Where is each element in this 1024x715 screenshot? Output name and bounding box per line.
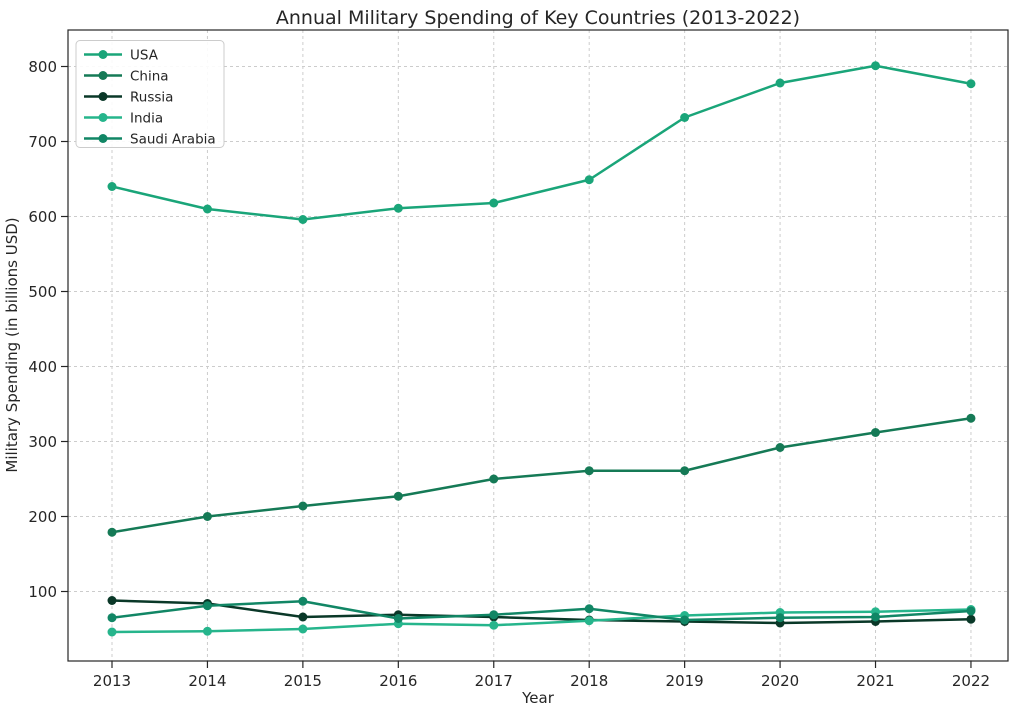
legend-items: USA China Russia India Saudi Arabia: [84, 47, 216, 147]
x-tick-label-2022: 2022: [952, 672, 990, 690]
series-point-russia-2022: [966, 614, 976, 624]
series-point-usa-2022: [966, 79, 976, 89]
series-line-india: [110, 608, 973, 634]
series-point-china-2018: [584, 466, 594, 476]
series-point-china-2020: [775, 443, 785, 452]
series-point-usa-2014: [202, 204, 212, 214]
series-point-usa-2015: [298, 215, 308, 224]
series-point-india-2015: [298, 624, 308, 634]
series-line-saudi-arabia: [110, 600, 973, 622]
y-tick-label-400: 400: [28, 358, 57, 376]
series-point-usa-2013: [107, 182, 117, 191]
x-tick-label-2017: 2017: [475, 672, 513, 690]
series-point-saudi-arabia-2020: [775, 613, 785, 623]
x-tick-label-2021: 2021: [856, 672, 894, 690]
series-point-saudi-arabia-2021: [871, 612, 881, 622]
x-tick-label-2013: 2013: [93, 672, 131, 690]
y-tick-label-200: 200: [28, 508, 57, 526]
legend-box: [75, 40, 225, 148]
x-tick-label-2016: 2016: [379, 672, 417, 690]
series-point-china-2014: [202, 512, 212, 521]
series-point-saudi-arabia-2014: [202, 601, 212, 611]
series-point-china-2022: [966, 413, 976, 423]
series-point-china-2017: [489, 474, 499, 484]
legend-label-usa: USA: [130, 47, 159, 63]
x-axis-label: Year: [521, 689, 555, 707]
legend-item-india: India: [84, 110, 163, 126]
series-point-usa-2019: [680, 113, 690, 122]
series-point-usa-2018: [584, 175, 594, 185]
legend-marker-india: [98, 113, 108, 122]
series-point-saudi-arabia-2015: [298, 596, 308, 606]
series-point-saudi-arabia-2019: [680, 615, 690, 625]
series-line-usa: [110, 64, 973, 221]
series-point-russia-2013: [107, 596, 117, 605]
legend-marker-china: [98, 71, 108, 80]
series-point-usa-2020: [775, 78, 785, 88]
series-point-usa-2021: [871, 61, 881, 71]
series-layer: [107, 61, 976, 637]
legend-label-russia: Russia: [130, 89, 173, 105]
series-point-saudi-arabia-2013: [107, 613, 117, 623]
y-tick-label-300: 300: [28, 433, 57, 451]
series-line-russia: [110, 599, 973, 625]
legend-marker-russia: [98, 92, 108, 101]
y-tick-label-100: 100: [28, 583, 57, 601]
y-tick-label-800: 800: [28, 58, 57, 76]
legend: USA China Russia India Saudi Arabia: [75, 40, 225, 148]
series-point-china-2021: [871, 428, 881, 437]
series-point-saudi-arabia-2022: [966, 606, 976, 616]
series-point-saudi-arabia-2017: [489, 610, 499, 620]
legend-item-russia: Russia: [84, 89, 173, 105]
legend-marker-saudi-arabia: [98, 134, 108, 143]
plot-border: [67, 29, 1009, 662]
series-point-saudi-arabia-2016: [393, 614, 403, 623]
x-tick-label-2015: 2015: [284, 672, 322, 690]
series-point-usa-2017: [489, 198, 499, 208]
y-axis-label: Military Spending (in billions USD): [3, 217, 21, 472]
x-tick-label-2019: 2019: [666, 672, 704, 690]
legend-item-china: China: [84, 68, 169, 84]
series-point-india-2013: [107, 627, 117, 637]
series-point-india-2018: [584, 616, 594, 626]
legend-label-saudi-arabia: Saudi Arabia: [130, 131, 216, 147]
legend-item-saudi-arabia: Saudi Arabia: [84, 131, 216, 147]
legend-item-usa: USA: [84, 47, 159, 63]
series-point-russia-2015: [298, 612, 308, 622]
series-point-india-2017: [489, 620, 499, 630]
series-point-china-2013: [107, 527, 117, 537]
series-line-china: [110, 417, 973, 534]
series-point-usa-2016: [393, 203, 403, 213]
legend-label-china: China: [130, 68, 169, 84]
y-tick-label-500: 500: [28, 283, 57, 301]
series-point-china-2016: [393, 491, 403, 501]
legend-marker-usa: [98, 50, 108, 59]
x-tick-label-2020: 2020: [761, 672, 799, 690]
axis-ticks: 100 200 300 400 500 600 700 800 2013 2014 2015 2016…: [28, 58, 990, 690]
series-point-saudi-arabia-2018: [584, 604, 594, 614]
chart-title: Annual Military Spending of Key Countrie…: [276, 7, 800, 29]
series-point-india-2014: [202, 626, 212, 636]
x-tick-label-2018: 2018: [570, 672, 608, 690]
grid-layer: [68, 30, 1008, 661]
series-point-china-2015: [298, 501, 308, 511]
y-tick-label-700: 700: [28, 133, 57, 151]
y-tick-label-600: 600: [28, 208, 57, 226]
x-tick-label-2014: 2014: [188, 672, 226, 690]
legend-label-india: India: [130, 110, 163, 126]
series-point-china-2019: [680, 466, 690, 476]
